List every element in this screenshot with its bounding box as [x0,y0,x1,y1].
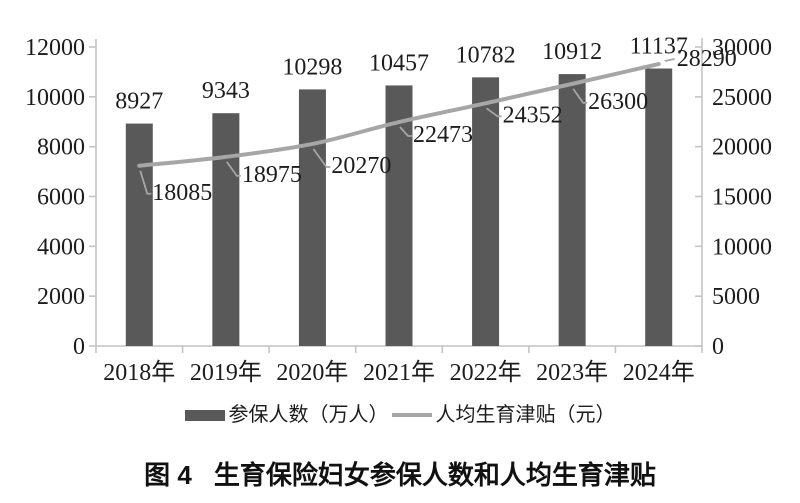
right-axis-tick-label: 25000 [712,85,772,111]
x-axis-category-label: 2019年 [190,359,262,386]
figure-title: 生育保险妇女参保人数和人均生育津贴 [213,460,656,490]
x-axis-category-label: 2024年 [623,359,695,386]
left-axis-tick-label: 2000 [37,284,85,310]
label-leader-line [226,161,241,177]
chart-legend: 参保人数（万人） 人均生育津贴（元） [0,403,800,427]
label-leader-line [486,107,502,118]
right-axis-tick-label: 0 [712,334,724,360]
bar-value-label: 11137 [630,34,688,60]
x-axis-category-label: 2021年 [363,359,435,386]
bar-value-label: 9343 [202,78,250,104]
line-value-label: 22473 [413,122,473,148]
left-axis-tick-label: 10000 [25,85,85,111]
x-axis-category-label: 2023年 [536,359,608,386]
bar [125,123,153,347]
bar-value-label: 10912 [542,39,602,65]
left-axis-tick-label: 0 [73,334,85,360]
right-axis-tick-label: 15000 [712,185,772,211]
left-axis-tick-label: 4000 [37,234,85,260]
legend-line-label: 人均生育津贴（元） [435,404,616,426]
legend-line-swatch-icon [391,413,432,417]
bar [558,74,586,346]
label-leader-line [664,58,675,62]
label-leader-line [139,170,152,195]
line-value-label: 26300 [588,89,648,115]
x-axis-category-label: 2022年 [450,359,522,386]
bar-value-label: 8927 [115,89,163,115]
combo-chart: 0 2000 4000 6000 8000 10000 12000 0 5000 10000 150… [25,34,772,386]
bar [645,68,673,346]
x-axis-category-label: 2020年 [276,359,348,386]
line-value-label: 18975 [242,162,302,188]
right-axis-tick-label: 10000 [712,234,772,260]
bar-value-label: 10298 [282,54,342,80]
right-axis-tick-label: 5000 [712,284,760,310]
figure-caption: 图 4 生育保险妇女参保人数和人均生育津贴 [0,455,800,492]
bar [385,85,413,347]
left-axis-tick-label: 6000 [37,185,85,211]
figure-number: 图 4 [144,460,192,490]
left-axis-tick-label: 12000 [25,35,85,61]
legend-bar-swatch-icon [184,409,225,421]
bar [298,89,326,346]
bar-value-label: 10782 [456,42,516,68]
right-axis-tick-label: 20000 [712,135,772,161]
benefit-line [137,62,661,168]
line-value-label: 20270 [331,153,391,179]
left-axis-tick-label: 8000 [37,135,85,161]
bar [212,113,240,346]
bar-value-label: 10457 [369,50,429,76]
label-leader-line [399,126,412,137]
label-leader-line [312,148,331,168]
label-leader-line [572,88,588,104]
line-value-label: 24352 [503,102,563,128]
bar [472,77,500,346]
line-value-label: 28290 [677,46,737,72]
line-value-label: 18085 [152,180,212,206]
right-axis-tick-label: 30000 [712,35,772,61]
legend-bar-label: 参保人数（万人） [228,404,389,426]
x-axis-category-label: 2018年 [103,359,175,386]
